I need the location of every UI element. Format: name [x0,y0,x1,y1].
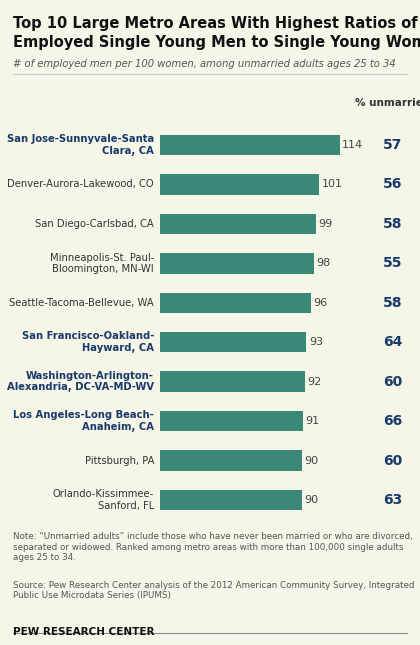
Bar [160,174,319,195]
Text: 60: 60 [383,453,402,468]
Bar [160,253,314,273]
Text: 92: 92 [307,377,321,386]
Text: Top 10 Large Metro Areas With Highest Ratios of: Top 10 Large Metro Areas With Highest Ra… [13,16,417,31]
Bar [160,332,307,352]
Text: Source: Pew Research Center analysis of the 2012 American Community Survey, Inte: Source: Pew Research Center analysis of … [13,580,414,600]
Text: % unmarried: % unmarried [355,97,420,108]
Text: 66: 66 [383,414,402,428]
Bar [160,372,305,392]
Text: 114: 114 [342,140,363,150]
Bar [160,293,311,313]
Text: PEW RESEARCH CENTER: PEW RESEARCH CENTER [13,627,154,637]
Text: 57: 57 [383,138,402,152]
Text: Note: “Unmarried adults” include those who have never been married or who are di: Note: “Unmarried adults” include those w… [13,532,412,562]
Text: 93: 93 [309,337,323,347]
Bar [160,490,302,510]
Text: 96: 96 [314,298,328,308]
Text: Employed Single Young Men to Single Young Women: Employed Single Young Men to Single Youn… [13,35,420,50]
Text: 90: 90 [304,455,318,466]
Bar [160,450,302,471]
Text: 63: 63 [383,493,402,507]
Text: 91: 91 [306,416,320,426]
Text: # of employed men per 100 women, among unmarried adults ages 25 to 34: # of employed men per 100 women, among u… [13,59,395,70]
Bar [160,213,316,234]
Text: 101: 101 [321,179,342,190]
Text: 56: 56 [383,177,402,192]
Text: 58: 58 [383,296,402,310]
Text: 99: 99 [318,219,333,229]
Text: 60: 60 [383,375,402,389]
Bar [160,135,340,155]
Text: 90: 90 [304,495,318,505]
Text: 64: 64 [383,335,402,349]
Text: 55: 55 [383,256,402,270]
Text: 58: 58 [383,217,402,231]
Bar [160,411,303,432]
Text: 98: 98 [317,259,331,268]
